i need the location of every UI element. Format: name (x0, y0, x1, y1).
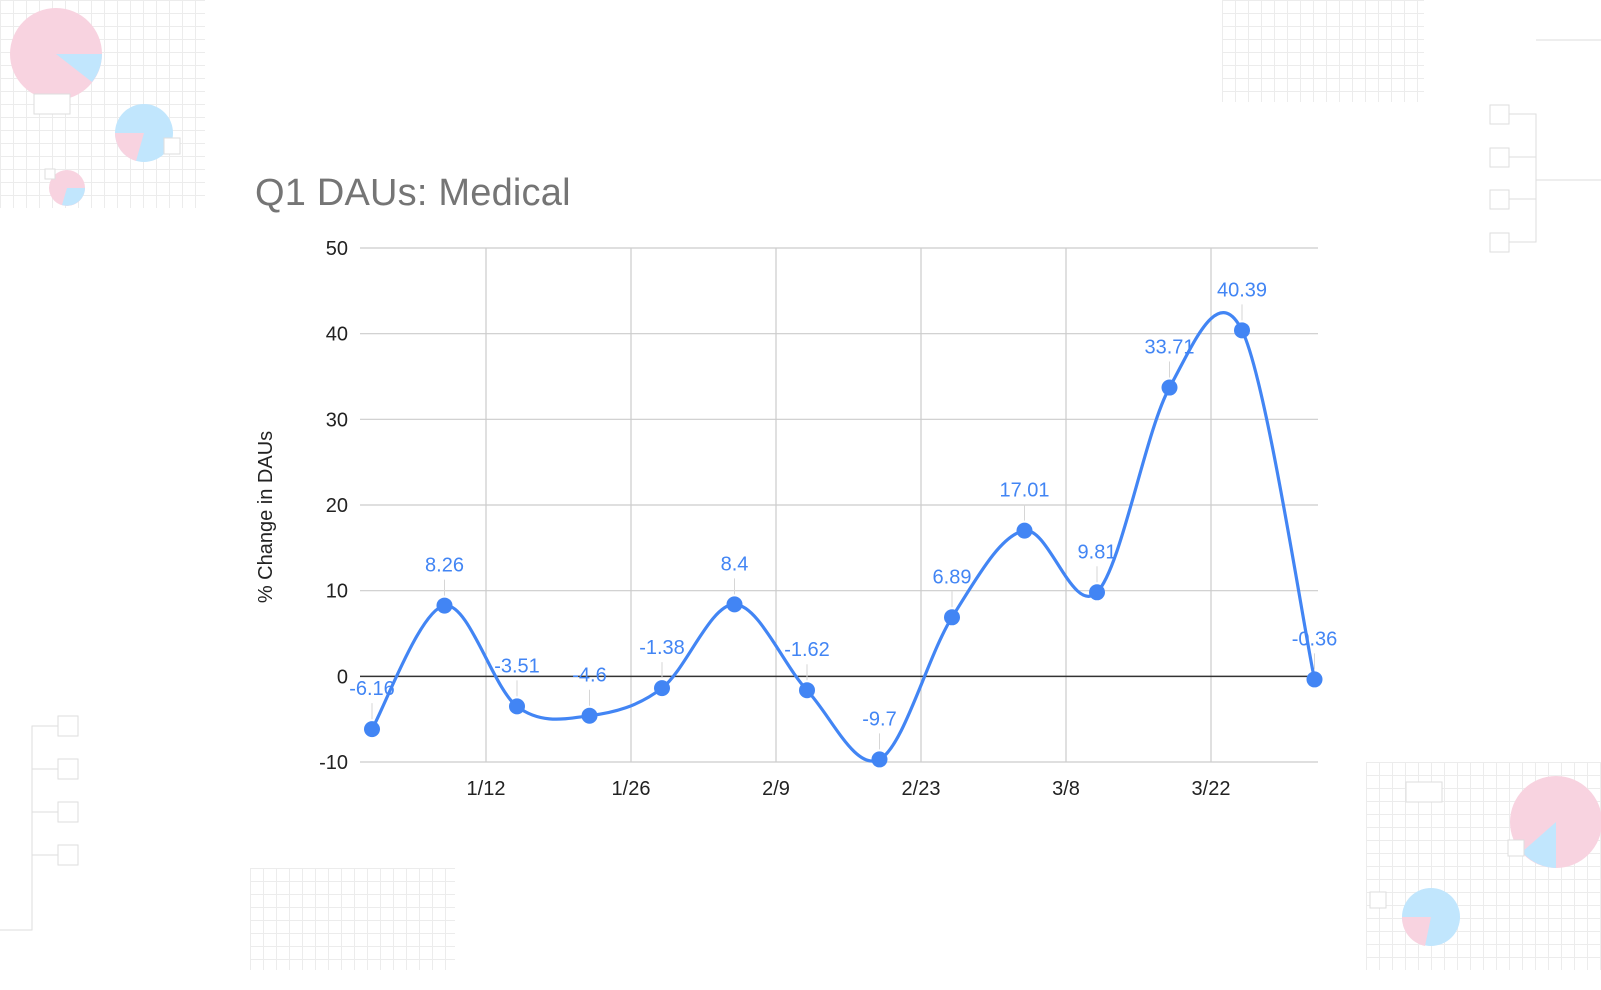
data-point (654, 680, 670, 697)
y-tick-label: 20 (326, 495, 348, 517)
data-label: 9.81 (1078, 541, 1117, 563)
decor-tree-icon (0, 715, 79, 931)
data-point (581, 707, 598, 724)
data-label: -0.36 (1292, 628, 1338, 650)
decor-tree-icon (1489, 39, 1601, 253)
y-tick-label: -10 (319, 752, 348, 774)
data-label: -9.7 (862, 708, 896, 730)
axes: -10 0 10 20 30 40 50 1/12 1/26 2/9 2/23 3/8 3/22 (319, 238, 1318, 800)
x-tick-label: 3/22 (1192, 778, 1231, 800)
data-label: 6.89 (933, 566, 972, 588)
grid-lines (360, 247, 1318, 763)
y-tick-label: 10 (326, 581, 348, 603)
x-tick-label: 1/12 (467, 778, 506, 800)
chart-title: Q1 DAUs: Medical (255, 172, 571, 214)
x-tick-label: 2/9 (762, 778, 790, 800)
data-label: 33.71 (1144, 337, 1194, 359)
data-point (799, 682, 815, 699)
series-line (370, 311, 1317, 763)
data-point (364, 721, 380, 738)
data-label: 17.01 (999, 480, 1049, 502)
data-point (1306, 671, 1323, 688)
series-layer (364, 311, 1323, 768)
data-label: -6.16 (349, 678, 395, 700)
y-tick-label: 50 (326, 238, 348, 260)
data-label: 8.4 (721, 553, 749, 575)
x-tick-label: 1/26 (612, 778, 651, 800)
y-tick-label: 40 (326, 324, 348, 346)
data-label: -4.6 (572, 665, 606, 687)
data-point (436, 597, 453, 614)
data-point (1161, 379, 1178, 396)
data-label: -3.51 (494, 655, 540, 677)
decor-grid-bottom-center (250, 868, 455, 970)
y-tick-label: 0 (337, 666, 348, 688)
y-axis-label: % Change in DAUs (255, 431, 277, 603)
data-labels: -6.16 8.26 -3.51 -4.6 -1.38 8.4 -1.62 -9.7 6.89 1… (349, 279, 1338, 750)
data-label: 8.26 (425, 555, 464, 577)
y-tick-label: 30 (326, 409, 348, 431)
data-label: -1.38 (639, 637, 685, 659)
x-tick-label: 3/8 (1052, 778, 1080, 800)
data-point (509, 698, 525, 715)
x-tick-label: 2/23 (902, 778, 941, 800)
data-point (871, 751, 888, 768)
data-label: 40.39 (1217, 279, 1267, 301)
data-point (1089, 584, 1105, 601)
data-label: -1.62 (784, 639, 830, 661)
data-point (1016, 522, 1033, 539)
data-point (944, 609, 960, 626)
data-point (726, 596, 743, 613)
decor-grid-top-right (1222, 0, 1424, 102)
data-point (1234, 322, 1250, 339)
